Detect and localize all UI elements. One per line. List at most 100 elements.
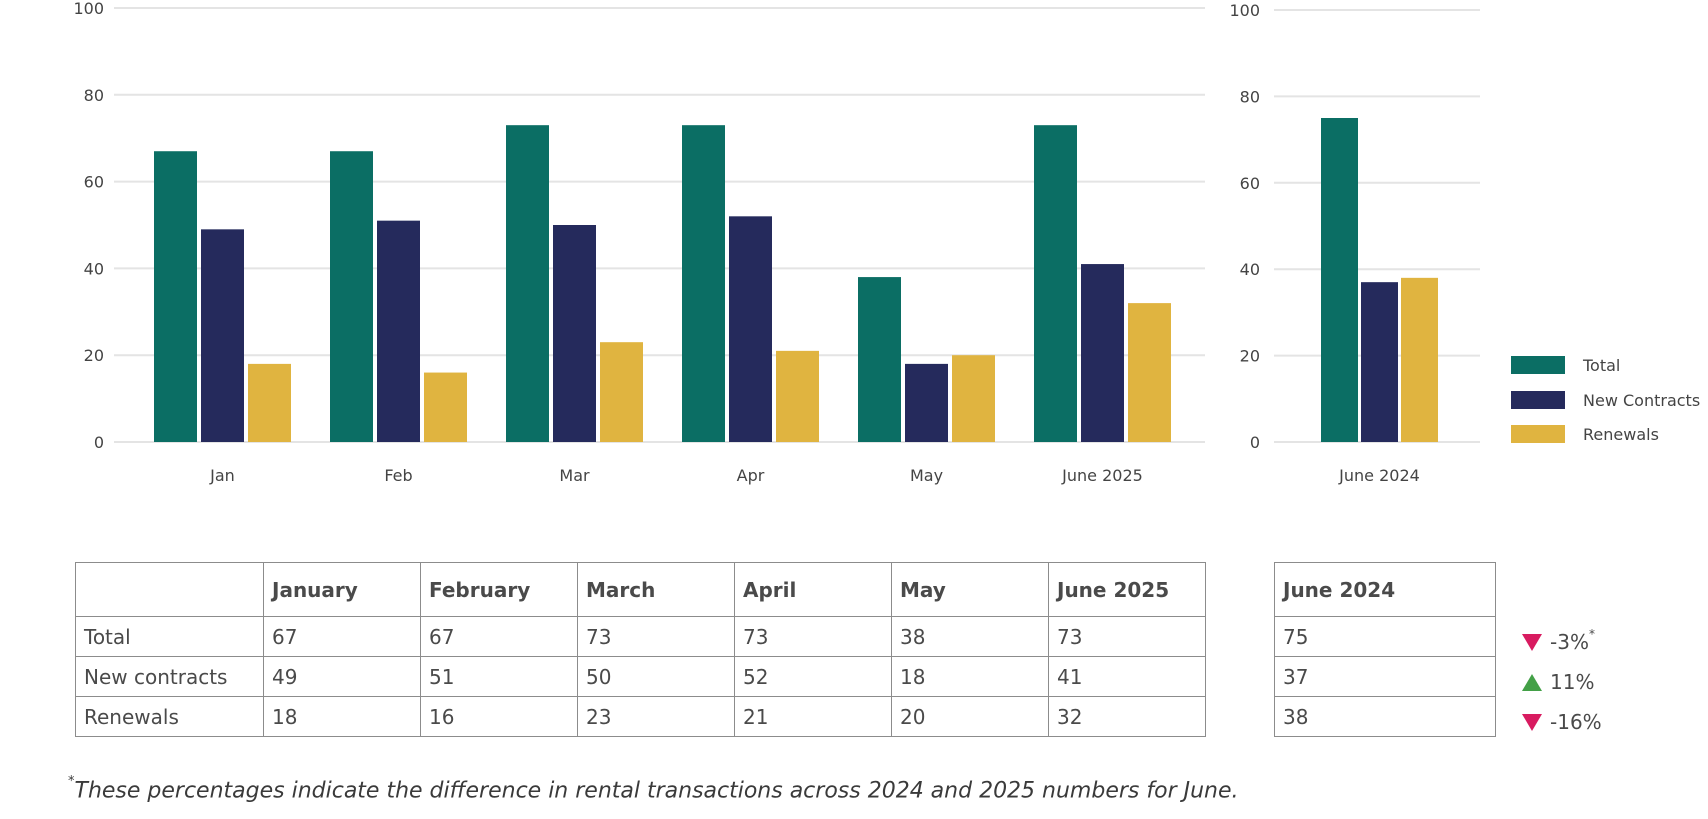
footnote-marker: * <box>1588 627 1595 641</box>
table-header-cell: April <box>734 562 892 617</box>
x-tick-label: June 2024 <box>1338 466 1420 485</box>
bar <box>600 342 643 442</box>
table-cell: 52 <box>734 656 892 697</box>
y-tick-label: 0 <box>1250 433 1260 452</box>
table-cell: New contracts <box>75 656 264 697</box>
table-row: 75 <box>1274 616 1496 657</box>
table-header-row: January February March April May June 20… <box>75 562 1206 617</box>
y-tick-label: 80 <box>84 86 104 105</box>
x-tick-label: June 2025 <box>1061 466 1143 485</box>
bar <box>248 363 291 442</box>
table-row: Renewals 18 16 23 21 20 32 <box>75 696 1206 737</box>
x-tick-label: Mar <box>559 466 590 485</box>
table-header-cell: January <box>263 562 421 617</box>
bar <box>424 372 467 442</box>
legend-swatch <box>1511 391 1565 409</box>
table-cell: 73 <box>734 616 892 657</box>
bar <box>330 151 373 442</box>
table-cell: 67 <box>263 616 421 657</box>
table-cell: 32 <box>1048 696 1206 737</box>
table-cell: 37 <box>1274 656 1496 697</box>
bar <box>201 229 244 442</box>
table-header-cell <box>75 562 264 617</box>
footnote-marker: * <box>68 774 75 789</box>
footnote-text: These percentages indicate the differenc… <box>74 778 1239 804</box>
monthly-data-table: January February March April May June 20… <box>75 562 1206 737</box>
table-cell: 23 <box>577 696 735 737</box>
legend-swatch <box>1511 356 1565 374</box>
table-cell: 20 <box>891 696 1049 737</box>
table-cell: 67 <box>420 616 578 657</box>
bar <box>952 355 995 442</box>
bar <box>1034 125 1077 443</box>
table-cell: 73 <box>1048 616 1206 657</box>
y-tick-label: 100 <box>73 0 104 18</box>
x-tick-label: May <box>910 466 943 485</box>
bar <box>553 225 596 442</box>
bar <box>1081 264 1124 442</box>
y-tick-label: 60 <box>1240 174 1260 193</box>
y-tick-label: 0 <box>94 433 104 452</box>
table-cell: 18 <box>891 656 1049 697</box>
bar <box>377 220 420 442</box>
table-cell: 75 <box>1274 616 1496 657</box>
bar <box>154 151 197 442</box>
difference-renewals: -16% <box>1522 702 1602 742</box>
bar <box>729 216 772 442</box>
down-triangle-icon <box>1522 713 1542 731</box>
bar <box>682 125 725 443</box>
y-tick-label: 40 <box>1240 260 1260 279</box>
table-cell: 16 <box>420 696 578 737</box>
table-header-cell: March <box>577 562 735 617</box>
difference-new-contracts: 11% <box>1522 662 1594 702</box>
table-cell: 38 <box>891 616 1049 657</box>
table-cell: 21 <box>734 696 892 737</box>
y-tick-label: 60 <box>84 173 104 192</box>
table-row: Total 67 67 73 73 38 73 <box>75 616 1206 657</box>
difference-value: 11% <box>1550 670 1595 694</box>
bar <box>1128 303 1171 442</box>
table-cell: 51 <box>420 656 578 697</box>
table-cell: Renewals <box>75 696 264 737</box>
y-tick-label: 40 <box>84 259 104 278</box>
table-cell: 73 <box>577 616 735 657</box>
up-triangle-icon <box>1522 673 1542 691</box>
bar <box>1321 118 1358 442</box>
bar <box>858 277 901 442</box>
table-cell: 49 <box>263 656 421 697</box>
bar <box>776 350 819 442</box>
y-tick-label: 100 <box>1229 1 1260 20</box>
charts-canvas: 0 20 40 60 80 100 Jan Feb Mar Apr May June 2025 0 20 4… <box>73 0 1700 485</box>
difference-total: -3% * <box>1522 622 1595 662</box>
legend-label: Total <box>1582 356 1620 375</box>
table-row: 38 <box>1274 696 1496 737</box>
table-row: 37 <box>1274 656 1496 697</box>
x-tick-label: Feb <box>384 466 412 485</box>
bar <box>1361 282 1398 442</box>
difference-value: -3% <box>1550 630 1589 654</box>
table-row: New contracts 49 51 50 52 18 41 <box>75 656 1206 697</box>
x-tick-label: Apr <box>737 466 765 485</box>
bar <box>506 125 549 443</box>
y-tick-label: 20 <box>1240 347 1260 366</box>
down-triangle-icon <box>1522 633 1542 651</box>
x-tick-label: Jan <box>209 466 235 485</box>
table-header-cell: February <box>420 562 578 617</box>
y-tick-label: 20 <box>84 346 104 365</box>
table-cell: 41 <box>1048 656 1206 697</box>
bar <box>1401 277 1438 442</box>
table-header-cell: June 2024 <box>1274 562 1496 617</box>
footnote: *These percentages indicate the differen… <box>68 774 1239 804</box>
legend-label: Renewals <box>1583 425 1659 444</box>
table-header-cell: May <box>891 562 1049 617</box>
legend-swatch <box>1511 425 1565 443</box>
table-cell: Total <box>75 616 264 657</box>
bar <box>905 363 948 442</box>
difference-value: -16% <box>1550 710 1602 734</box>
june-2024-table: June 2024 75 37 38 <box>1274 562 1496 737</box>
legend-label: New Contracts <box>1583 391 1700 410</box>
table-header-row: June 2024 <box>1274 562 1496 617</box>
table-header-cell: June 2025 <box>1048 562 1206 617</box>
table-cell: 38 <box>1274 696 1496 737</box>
table-cell: 50 <box>577 656 735 697</box>
